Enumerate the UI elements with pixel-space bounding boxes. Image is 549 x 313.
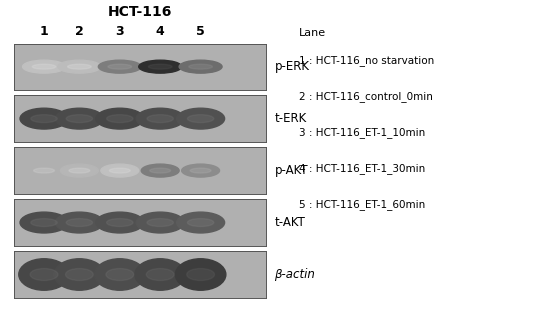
Ellipse shape xyxy=(31,218,57,227)
Ellipse shape xyxy=(107,115,133,123)
Ellipse shape xyxy=(187,218,214,227)
Text: p-AKT: p-AKT xyxy=(274,164,308,177)
Ellipse shape xyxy=(55,212,103,233)
Ellipse shape xyxy=(96,108,144,129)
Text: p-ERK: p-ERK xyxy=(274,60,310,73)
Ellipse shape xyxy=(182,164,220,177)
Ellipse shape xyxy=(179,60,222,73)
Text: 5: 5 xyxy=(196,24,205,38)
Ellipse shape xyxy=(108,64,132,69)
Ellipse shape xyxy=(107,218,133,227)
Ellipse shape xyxy=(66,218,93,227)
Ellipse shape xyxy=(65,269,93,280)
Text: 2: 2 xyxy=(75,24,84,38)
Ellipse shape xyxy=(177,108,225,129)
Ellipse shape xyxy=(68,64,91,69)
Ellipse shape xyxy=(55,108,103,129)
Ellipse shape xyxy=(31,115,57,123)
Text: Lane: Lane xyxy=(299,28,326,38)
Ellipse shape xyxy=(109,168,130,173)
Ellipse shape xyxy=(150,168,171,173)
Ellipse shape xyxy=(23,60,65,73)
Ellipse shape xyxy=(66,115,93,123)
Ellipse shape xyxy=(147,218,173,227)
Text: 3: 3 xyxy=(115,24,124,38)
Ellipse shape xyxy=(30,269,58,280)
Ellipse shape xyxy=(60,164,98,177)
Text: 2 : HCT-116_control_0min: 2 : HCT-116_control_0min xyxy=(299,91,433,102)
Ellipse shape xyxy=(20,108,68,129)
Ellipse shape xyxy=(25,164,63,177)
Ellipse shape xyxy=(187,115,214,123)
Ellipse shape xyxy=(136,108,184,129)
Text: t-ERK: t-ERK xyxy=(274,112,307,125)
Ellipse shape xyxy=(141,164,179,177)
Ellipse shape xyxy=(190,168,211,173)
Ellipse shape xyxy=(139,60,182,73)
Ellipse shape xyxy=(98,60,141,73)
Ellipse shape xyxy=(135,259,186,290)
Text: 3 : HCT-116_ET-1_10min: 3 : HCT-116_ET-1_10min xyxy=(299,127,425,138)
Text: 1: 1 xyxy=(40,24,48,38)
Ellipse shape xyxy=(187,269,215,280)
Ellipse shape xyxy=(54,259,105,290)
Ellipse shape xyxy=(146,269,174,280)
Ellipse shape xyxy=(58,60,101,73)
Text: HCT-116: HCT-116 xyxy=(108,5,172,19)
Ellipse shape xyxy=(33,168,54,173)
Ellipse shape xyxy=(20,212,68,233)
Ellipse shape xyxy=(177,212,225,233)
Text: 4 : HCT-116_ET-1_30min: 4 : HCT-116_ET-1_30min xyxy=(299,163,425,174)
Ellipse shape xyxy=(69,168,90,173)
Text: 4: 4 xyxy=(156,24,165,38)
Ellipse shape xyxy=(106,269,134,280)
Text: β-actin: β-actin xyxy=(274,268,315,281)
Ellipse shape xyxy=(32,64,56,69)
Ellipse shape xyxy=(136,212,184,233)
Text: t-AKT: t-AKT xyxy=(274,216,305,229)
Ellipse shape xyxy=(94,259,145,290)
Text: 1 : HCT-116_no starvation: 1 : HCT-116_no starvation xyxy=(299,55,434,66)
Ellipse shape xyxy=(96,212,144,233)
Ellipse shape xyxy=(101,164,139,177)
Ellipse shape xyxy=(175,259,226,290)
Ellipse shape xyxy=(148,64,172,69)
Ellipse shape xyxy=(189,64,212,69)
Ellipse shape xyxy=(19,259,69,290)
Ellipse shape xyxy=(147,115,173,123)
Text: 5 : HCT-116_ET-1_60min: 5 : HCT-116_ET-1_60min xyxy=(299,199,425,210)
